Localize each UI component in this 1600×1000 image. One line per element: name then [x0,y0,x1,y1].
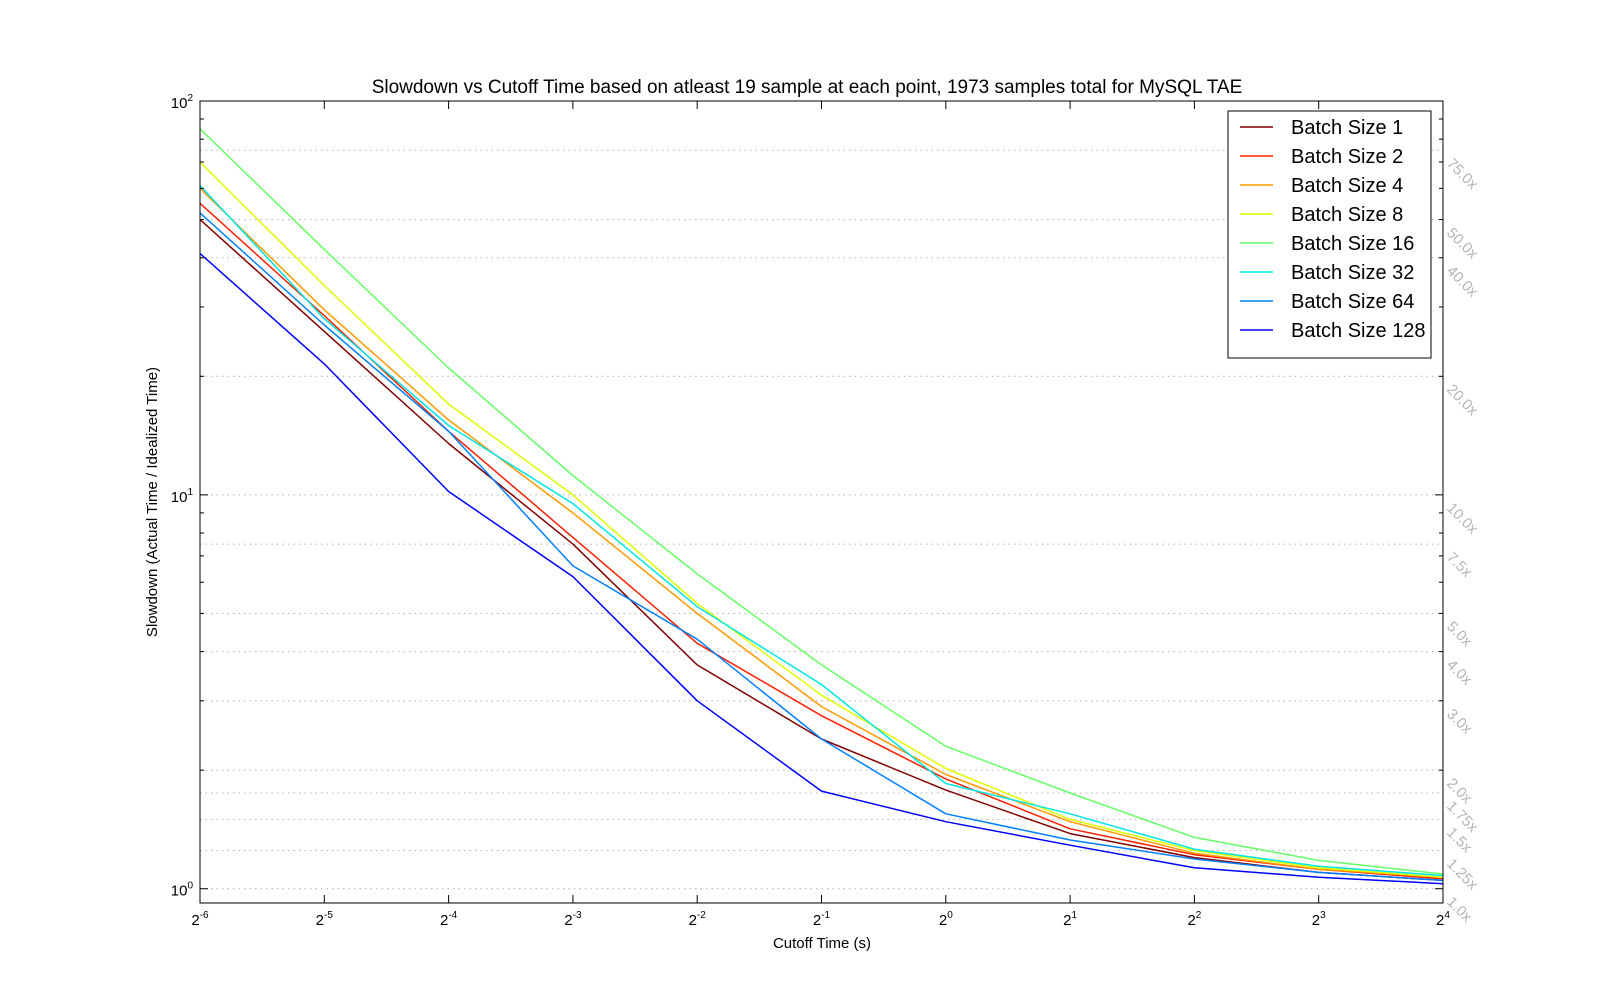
legend: Batch Size 1 Batch Size 2 Batch Size 4 Batc… [1227,110,1432,359]
reference-label: 7.5x [1443,549,1475,581]
x-tick-label: 2-2 [689,910,707,929]
x-tick-label: 2-5 [316,910,334,929]
y-tick-label: 100 [171,881,194,900]
y-tick-labels: 100 101 102 [171,93,194,900]
x-tick-label: 21 [1063,910,1077,929]
x-tick-label: 22 [1187,910,1201,929]
legend-entry: Batch Size 16 [1291,233,1414,255]
reference-label: 1.25x [1443,855,1481,893]
x-tick-label: 2-4 [440,910,458,929]
legend-entry: Batch Size 2 [1291,146,1403,168]
legend-entry: Batch Size 4 [1291,175,1403,197]
reference-label: 75.0x [1443,155,1481,193]
legend-entry: Batch Size 8 [1291,204,1403,226]
reference-label: 1.0x [1443,894,1475,926]
x-tick-label: 2-6 [191,910,209,929]
series-line-batch-size-4 [199,128,1444,875]
series-line-batch-size-7 [199,252,1444,885]
legend-entry: Batch Size 64 [1291,291,1414,313]
x-tick-label: 23 [1312,910,1326,929]
series-line-batch-size-2 [199,187,1444,878]
legend-entry: Batch Size 128 [1291,320,1426,342]
gridlines [200,149,1443,890]
x-tick-label: 2-1 [813,910,831,929]
series-line-batch-size-3 [199,161,1444,878]
series-line-batch-size-1 [199,202,1444,880]
legend-box [1227,110,1432,359]
reference-label: 10.0x [1443,500,1481,538]
reference-label: 50.0x [1443,224,1481,262]
x-tick-label: 2-3 [564,910,582,929]
legend-entry: Batch Size 32 [1291,262,1414,284]
y-tick-label: 101 [171,487,194,506]
x-tick-labels: 2-6 2-5 2-4 2-3 2-2 2-1 20 21 22 23 24 [191,910,1450,929]
reference-label: 4.0x [1443,656,1475,688]
reference-label: 3.0x [1443,706,1475,738]
y-axis-label: Slowdown (Actual Time / Idealized Time) [144,367,161,637]
series-line-batch-size-5 [199,185,1444,877]
reference-label: 5.0x [1443,618,1475,650]
reference-label: 40.0x [1443,263,1481,301]
series-line-batch-size-6 [199,212,1444,882]
reference-label: 20.0x [1443,381,1481,419]
x-axis-label: Cutoff Time (s) [773,935,871,952]
legend-entry: Batch Size 1 [1291,117,1403,139]
x-tick-label: 20 [939,910,953,929]
ticks [199,100,1444,903]
y-tick-label: 102 [171,93,194,112]
chart-title: Slowdown vs Cutoff Time based on atleast… [372,77,1243,98]
series-lines [199,128,1444,885]
x-tick-label: 24 [1436,910,1450,929]
